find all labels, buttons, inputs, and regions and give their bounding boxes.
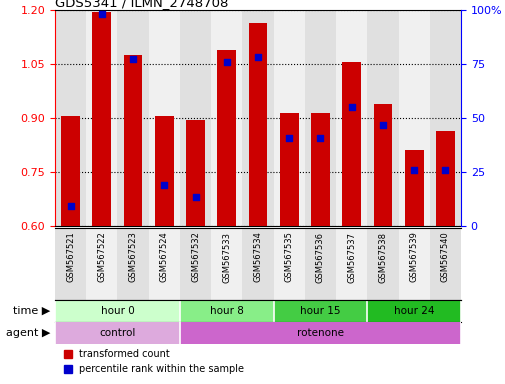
Bar [373, 104, 391, 226]
Text: GSM567532: GSM567532 [191, 232, 199, 283]
Bar [311, 113, 329, 226]
Bar [180, 300, 273, 322]
Bar [86, 10, 117, 226]
Bar [92, 12, 111, 226]
Legend: transformed count, percentile rank within the sample: transformed count, percentile rank withi… [60, 346, 248, 378]
Bar [211, 10, 242, 226]
Bar [429, 10, 460, 226]
Bar [279, 113, 298, 226]
Point [378, 122, 386, 128]
Text: GSM567523: GSM567523 [128, 232, 137, 283]
Bar [180, 10, 211, 226]
Bar [367, 228, 398, 300]
Text: GSM567535: GSM567535 [284, 232, 293, 283]
Bar [86, 228, 117, 300]
Text: rotenone: rotenone [296, 328, 343, 338]
Bar [217, 50, 236, 226]
Text: hour 24: hour 24 [393, 306, 434, 316]
Bar [273, 300, 367, 322]
Bar [398, 10, 429, 226]
Bar [367, 10, 398, 226]
Point [347, 104, 355, 110]
Bar [117, 10, 148, 226]
Point [285, 135, 293, 141]
Bar [155, 116, 173, 226]
Bar [304, 10, 335, 226]
Text: time ▶: time ▶ [13, 306, 50, 316]
Point [254, 54, 262, 60]
Bar [180, 228, 211, 300]
Point [222, 59, 230, 65]
Point [67, 203, 75, 209]
Point [129, 56, 137, 62]
Bar [342, 62, 361, 226]
Text: control: control [99, 328, 135, 338]
Bar [55, 10, 86, 226]
Text: hour 0: hour 0 [100, 306, 134, 316]
Bar [435, 131, 454, 226]
Bar [248, 23, 267, 226]
Bar [398, 228, 429, 300]
Bar [117, 228, 148, 300]
Bar [55, 300, 180, 322]
Text: GSM567538: GSM567538 [378, 232, 387, 283]
Bar [335, 10, 367, 226]
Text: GSM567539: GSM567539 [409, 232, 418, 283]
Bar [186, 120, 205, 226]
Bar [273, 228, 304, 300]
Bar [429, 228, 460, 300]
Text: GSM567521: GSM567521 [66, 232, 75, 282]
Bar [367, 300, 460, 322]
Bar [242, 10, 273, 226]
Point [440, 167, 448, 173]
Bar [55, 228, 86, 300]
Bar [273, 10, 304, 226]
Point [409, 167, 417, 173]
Bar [304, 228, 335, 300]
Bar [335, 228, 367, 300]
Text: GSM567540: GSM567540 [440, 232, 449, 282]
Bar [180, 322, 460, 344]
Text: GSM567524: GSM567524 [160, 232, 169, 282]
Bar [61, 116, 80, 226]
Text: GDS5341 / ILMN_2748708: GDS5341 / ILMN_2748708 [55, 0, 228, 9]
Bar [55, 322, 180, 344]
Bar [148, 228, 180, 300]
Bar [211, 228, 242, 300]
Text: GSM567533: GSM567533 [222, 232, 231, 283]
Text: agent ▶: agent ▶ [6, 328, 50, 338]
Text: GSM567522: GSM567522 [97, 232, 106, 282]
Text: hour 15: hour 15 [299, 306, 340, 316]
Point [316, 135, 324, 141]
Bar [123, 55, 142, 226]
Point [160, 182, 168, 188]
Bar [148, 10, 180, 226]
Point [191, 194, 199, 200]
Text: GSM567536: GSM567536 [315, 232, 324, 283]
Point [97, 10, 106, 17]
Bar [242, 228, 273, 300]
Text: hour 8: hour 8 [210, 306, 243, 316]
Text: GSM567534: GSM567534 [253, 232, 262, 283]
Bar [404, 151, 423, 226]
Text: GSM567537: GSM567537 [346, 232, 356, 283]
